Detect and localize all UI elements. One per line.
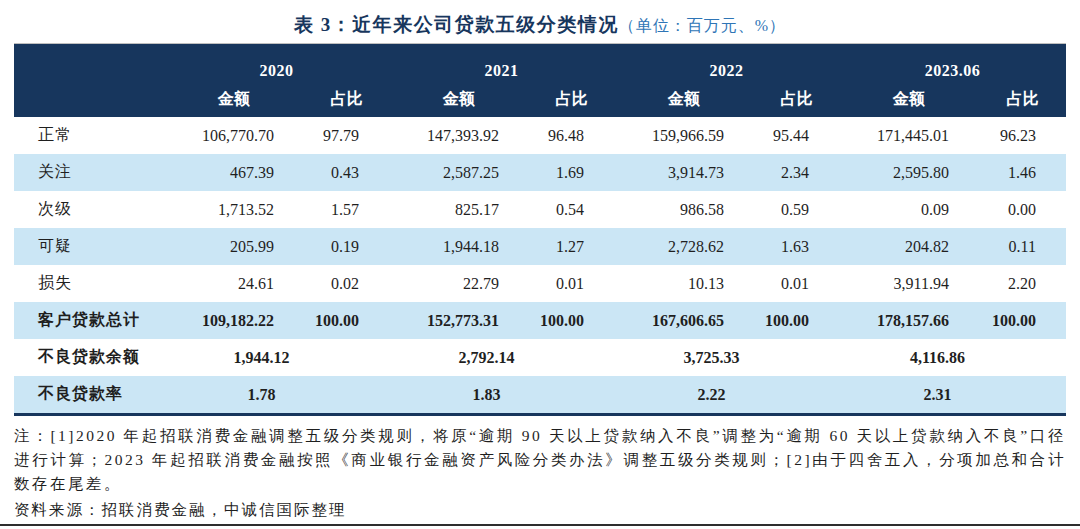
- cell-value: 4,116.86: [839, 339, 1066, 376]
- cell-value: 100.00: [304, 302, 389, 339]
- source-text: 资料来源：招联消费金融，中诚信国际整理: [14, 498, 1066, 522]
- cell-value: 97.79: [304, 117, 389, 154]
- cell-value: 167,606.65: [614, 302, 754, 339]
- row-label: 不良贷款率: [14, 376, 164, 415]
- table-title-text: 表 3：近年来公司贷款五级分类情况: [294, 14, 619, 35]
- cell-value: 1.27: [529, 228, 614, 265]
- cell-value: 0.09: [839, 191, 979, 228]
- header-year-2023-06: 2023.06: [839, 44, 1066, 83]
- table-row-npl-balance: 不良贷款余额 1,944.12 2,792.14 3,725.33 4,116.…: [14, 339, 1066, 376]
- table-header: 2020 2021 2022 2023.06 金额 占比 金额 占比 金额 占比…: [14, 44, 1066, 118]
- table-row-normal: 正常 106,770.70 97.79 147,393.92 96.48 159…: [14, 117, 1066, 154]
- table-body: 正常 106,770.70 97.79 147,393.92 96.48 159…: [14, 117, 1066, 415]
- cell-value: 1.46: [979, 154, 1066, 191]
- cell-value: 2.20: [979, 265, 1066, 302]
- cell-value: 100.00: [979, 302, 1066, 339]
- cell-value: 204.82: [839, 228, 979, 265]
- table-footnotes: 注：[1]2020 年起招联消费金融调整五级分类规则，将原“逾期 90 天以上贷…: [14, 424, 1066, 522]
- table-row-special-mention: 关注 467.39 0.43 2,587.25 1.69 3,914.73 2.…: [14, 154, 1066, 191]
- row-label: 可疑: [14, 228, 164, 265]
- cell-value: 100.00: [754, 302, 839, 339]
- header-sub-row: 金额 占比 金额 占比 金额 占比 金额 占比: [14, 82, 1066, 117]
- cell-value: 1,944.18: [389, 228, 529, 265]
- header-corner-cell: [14, 44, 164, 118]
- table-row-loss: 损失 24.61 0.02 22.79 0.01 10.13 0.01 3,91…: [14, 265, 1066, 302]
- row-label: 不良贷款余额: [14, 339, 164, 376]
- cell-value: 96.23: [979, 117, 1066, 154]
- cell-value: 22.79: [389, 265, 529, 302]
- cell-value: 1.63: [754, 228, 839, 265]
- table-row-substandard: 次级 1,713.52 1.57 825.17 0.54 986.58 0.59…: [14, 191, 1066, 228]
- cell-value: 178,157.66: [839, 302, 979, 339]
- cell-value: 2.34: [754, 154, 839, 191]
- cell-value: 2,587.25: [389, 154, 529, 191]
- cell-value: 0.19: [304, 228, 389, 265]
- cell-value: 205.99: [164, 228, 304, 265]
- cell-value: 106,770.70: [164, 117, 304, 154]
- table-title-unit: （单位：百万元、%）: [619, 17, 786, 34]
- cell-value: 3,725.33: [614, 339, 839, 376]
- cell-value: 0.54: [529, 191, 614, 228]
- cell-value: 0.00: [979, 191, 1066, 228]
- cell-value: 24.61: [164, 265, 304, 302]
- header-year-2022: 2022: [614, 44, 839, 83]
- header-year-2021: 2021: [389, 44, 614, 83]
- cell-value: 0.01: [754, 265, 839, 302]
- loan-five-level-classification-table: 2020 2021 2022 2023.06 金额 占比 金额 占比 金额 占比…: [14, 43, 1066, 416]
- row-label: 正常: [14, 117, 164, 154]
- header-share: 占比: [304, 82, 389, 117]
- cell-value: 0.02: [304, 265, 389, 302]
- cell-value: 986.58: [614, 191, 754, 228]
- header-amount: 金额: [389, 82, 529, 117]
- cell-value: 2,728.62: [614, 228, 754, 265]
- row-label: 客户贷款总计: [14, 302, 164, 339]
- header-amount: 金额: [839, 82, 979, 117]
- footnote-text: 注：[1]2020 年起招联消费金融调整五级分类规则，将原“逾期 90 天以上贷…: [14, 424, 1066, 496]
- cell-value: 1.57: [304, 191, 389, 228]
- cell-value: 467.39: [164, 154, 304, 191]
- cell-value: 1,713.52: [164, 191, 304, 228]
- table-title: 表 3：近年来公司贷款五级分类情况（单位：百万元、%）: [14, 10, 1066, 40]
- cell-value: 1.83: [389, 376, 614, 415]
- cell-value: 2,792.14: [389, 339, 614, 376]
- cell-value: 0.43: [304, 154, 389, 191]
- cell-value: 100.00: [529, 302, 614, 339]
- page-bottom-divider: [0, 524, 1080, 526]
- header-year-row: 2020 2021 2022 2023.06: [14, 44, 1066, 83]
- row-label: 关注: [14, 154, 164, 191]
- cell-value: 1.78: [164, 376, 389, 415]
- header-year-2020: 2020: [164, 44, 389, 83]
- cell-value: 2.31: [839, 376, 1066, 415]
- cell-value: 0.59: [754, 191, 839, 228]
- row-label: 次级: [14, 191, 164, 228]
- cell-value: 159,966.59: [614, 117, 754, 154]
- table-row-npl-ratio: 不良贷款率 1.78 1.83 2.22 2.31: [14, 376, 1066, 415]
- cell-value: 152,773.31: [389, 302, 529, 339]
- cell-value: 10.13: [614, 265, 754, 302]
- table-row-total-loans: 客户贷款总计 109,182.22 100.00 152,773.31 100.…: [14, 302, 1066, 339]
- cell-value: 3,914.73: [614, 154, 754, 191]
- cell-value: 171,445.01: [839, 117, 979, 154]
- cell-value: 147,393.92: [389, 117, 529, 154]
- cell-value: 96.48: [529, 117, 614, 154]
- header-amount: 金额: [164, 82, 304, 117]
- cell-value: 0.11: [979, 228, 1066, 265]
- cell-value: 95.44: [754, 117, 839, 154]
- cell-value: 109,182.22: [164, 302, 304, 339]
- header-share: 占比: [979, 82, 1066, 117]
- table-row-doubtful: 可疑 205.99 0.19 1,944.18 1.27 2,728.62 1.…: [14, 228, 1066, 265]
- cell-value: 2,595.80: [839, 154, 979, 191]
- cell-value: 825.17: [389, 191, 529, 228]
- header-share: 占比: [529, 82, 614, 117]
- cell-value: 2.22: [614, 376, 839, 415]
- header-share: 占比: [754, 82, 839, 117]
- cell-value: 1.69: [529, 154, 614, 191]
- header-amount: 金额: [614, 82, 754, 117]
- cell-value: 3,911.94: [839, 265, 979, 302]
- cell-value: 1,944.12: [164, 339, 389, 376]
- cell-value: 0.01: [529, 265, 614, 302]
- row-label: 损失: [14, 265, 164, 302]
